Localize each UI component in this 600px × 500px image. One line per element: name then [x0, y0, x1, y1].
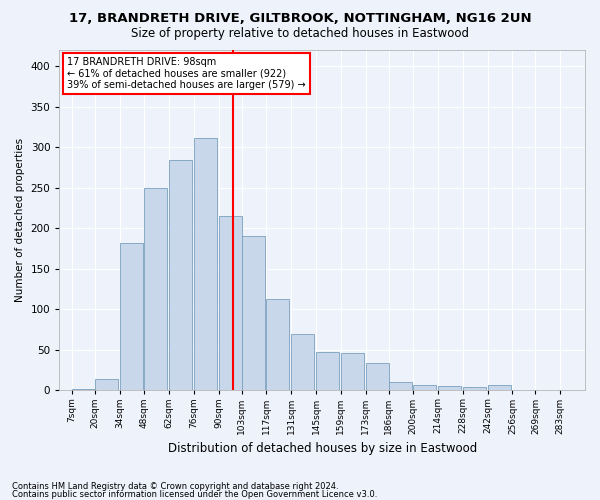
Bar	[463, 387, 486, 390]
Bar	[316, 352, 339, 391]
Text: Size of property relative to detached houses in Eastwood: Size of property relative to detached ho…	[131, 28, 469, 40]
Bar	[266, 299, 289, 390]
Bar	[95, 379, 118, 390]
Bar	[341, 353, 364, 391]
Text: 17 BRANDRETH DRIVE: 98sqm
← 61% of detached houses are smaller (922)
39% of semi: 17 BRANDRETH DRIVE: 98sqm ← 61% of detac…	[67, 57, 306, 90]
Bar	[389, 382, 412, 390]
Bar	[194, 138, 217, 390]
Y-axis label: Number of detached properties: Number of detached properties	[15, 138, 25, 302]
Bar	[218, 216, 242, 390]
Bar	[144, 188, 167, 390]
Bar	[119, 243, 143, 390]
X-axis label: Distribution of detached houses by size in Eastwood: Distribution of detached houses by size …	[167, 442, 477, 455]
Text: 17, BRANDRETH DRIVE, GILTBROOK, NOTTINGHAM, NG16 2UN: 17, BRANDRETH DRIVE, GILTBROOK, NOTTINGH…	[68, 12, 532, 26]
Bar	[169, 160, 192, 390]
Bar	[72, 388, 95, 390]
Bar	[291, 334, 314, 390]
Text: Contains public sector information licensed under the Open Government Licence v3: Contains public sector information licen…	[12, 490, 377, 499]
Bar	[413, 384, 436, 390]
Text: Contains HM Land Registry data © Crown copyright and database right 2024.: Contains HM Land Registry data © Crown c…	[12, 482, 338, 491]
Bar	[488, 384, 511, 390]
Bar	[438, 386, 461, 390]
Bar	[365, 363, 389, 390]
Bar	[242, 236, 265, 390]
